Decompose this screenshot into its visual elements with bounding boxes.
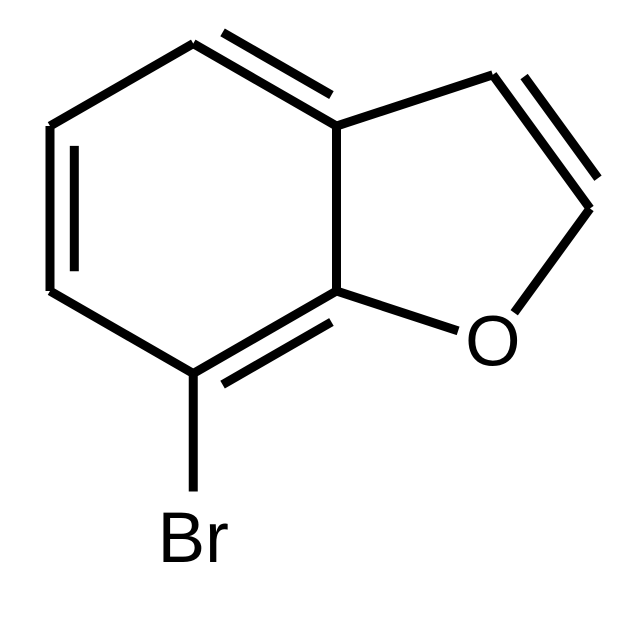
bonds-layer bbox=[50, 32, 598, 491]
bond-C2-C3 bbox=[50, 291, 193, 373]
atom-label-Br: Br bbox=[158, 499, 229, 578]
atom-label-O: O bbox=[465, 303, 520, 382]
bond-C5-C7 bbox=[336, 75, 492, 126]
bond-C3-C4-inner bbox=[223, 322, 332, 385]
bond-C6-C1 bbox=[50, 44, 193, 126]
bond-O9-C4 bbox=[336, 291, 458, 331]
bond-C8-O9 bbox=[514, 209, 590, 313]
bond-C5-C6-inner bbox=[223, 32, 332, 95]
labels-layer: O Br bbox=[158, 303, 521, 578]
molecule-diagram: O Br bbox=[0, 0, 640, 632]
